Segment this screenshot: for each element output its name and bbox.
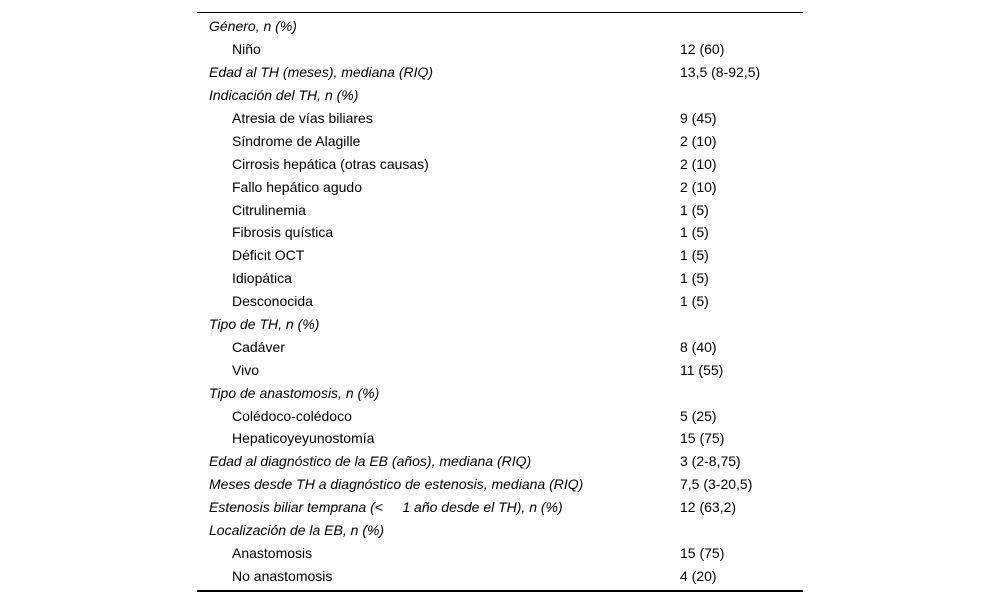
table-row: Atresia de vías biliares 9 (45) bbox=[197, 107, 803, 130]
row-category-label: Tipo de TH, n (%) bbox=[209, 316, 320, 333]
table-row: Déficit OCT 1 (5) bbox=[197, 244, 803, 267]
table-row: Hepaticoyeyunostomía 15 (75) bbox=[197, 427, 803, 450]
row-item-label: Citrulinemia bbox=[232, 201, 306, 218]
table-row: Estenosis biliar temprana (< 1 año desde… bbox=[197, 496, 803, 519]
row-value: 4 (20) bbox=[680, 567, 717, 584]
row-category-label: Estenosis biliar temprana (< 1 año desde… bbox=[209, 499, 563, 516]
row-value: 1 (5) bbox=[680, 293, 709, 310]
row-item-label: Idiopática bbox=[232, 270, 292, 287]
row-category-label: Localización de la EB, n (%) bbox=[209, 522, 385, 539]
table-row: Idiopática 1 (5) bbox=[197, 267, 803, 290]
row-item-label: Fallo hepático agudo bbox=[232, 178, 362, 195]
row-item-label: Vivo bbox=[232, 361, 259, 378]
table-row: Vivo 11 (55) bbox=[197, 358, 803, 381]
table-row: Niño 12 (60) bbox=[197, 38, 803, 61]
row-item-label: Cirrosis hepática (otras causas) bbox=[232, 155, 429, 172]
row-item-label: Colédoco-colédoco bbox=[232, 407, 352, 424]
table-row: Cadáver 8 (40) bbox=[197, 335, 803, 358]
row-value: 9 (45) bbox=[680, 110, 717, 126]
row-category-label: Indicación del TH, n (%) bbox=[209, 87, 359, 104]
row-item-label: Síndrome de Alagille bbox=[232, 132, 361, 149]
row-value: 2 (10) bbox=[680, 155, 717, 172]
row-value: 2 (10) bbox=[680, 132, 717, 149]
row-item-label: Déficit OCT bbox=[232, 247, 305, 264]
row-value: 1 (5) bbox=[680, 201, 709, 218]
table-row: Anastomosis 15 (75) bbox=[197, 541, 803, 564]
row-value: 11 (55) bbox=[680, 361, 724, 378]
row-category-label: Tipo de anastomosis, n (%) bbox=[209, 384, 380, 401]
row-value: 12 (60) bbox=[680, 41, 725, 58]
row-value: 3 (2-8,75) bbox=[680, 453, 741, 470]
row-value: 8 (40) bbox=[680, 338, 717, 355]
table-row: Indicación del TH, n (%) bbox=[197, 84, 803, 107]
table-row: Síndrome de Alagille 2 (10) bbox=[197, 129, 803, 152]
table-row: Desconocida 1 (5) bbox=[197, 290, 803, 313]
row-category-label: Género, n (%) bbox=[209, 18, 297, 35]
table-row: Meses desde TH a diagnóstico de estenosi… bbox=[197, 473, 803, 496]
row-item-label: No anastomosis bbox=[232, 567, 333, 584]
table-row: Fallo hepático agudo 2 (10) bbox=[197, 175, 803, 198]
row-value: 1 (5) bbox=[680, 270, 709, 287]
row-value: 15 (75) bbox=[680, 430, 725, 447]
row-item-label: Cadáver bbox=[232, 338, 285, 355]
row-category-label: Edad al diagnóstico de la EB (años), med… bbox=[209, 453, 532, 470]
table-row: Citrulinemia 1 (5) bbox=[197, 198, 803, 221]
table-row: No anastomosis 4 (20) bbox=[197, 564, 803, 587]
row-category-label: Meses desde TH a diagnóstico de estenosi… bbox=[209, 476, 584, 493]
row-item-label: Fibrosis quística bbox=[232, 224, 334, 241]
table-row: Edad al TH (meses), mediana (RIQ) 13,5 (… bbox=[197, 61, 803, 84]
table-row: Fibrosis quística 1 (5) bbox=[197, 221, 803, 244]
table-body: Género, n (%) Niño 12 (60) Edad al TH (m… bbox=[197, 15, 803, 587]
row-value: 12 (63,2) bbox=[680, 499, 737, 516]
row-value: 2 (10) bbox=[680, 178, 717, 195]
table-row: Edad al diagnóstico de la EB (años), med… bbox=[197, 450, 803, 473]
row-value: 5 (25) bbox=[680, 407, 717, 424]
row-value: 1 (5) bbox=[680, 247, 709, 264]
table-row: Género, n (%) bbox=[197, 15, 803, 38]
row-item-label: Desconocida bbox=[232, 293, 313, 310]
table-row: Cirrosis hepática (otras causas) 2 (10) bbox=[197, 152, 803, 175]
row-item-label: Hepaticoyeyunostomía bbox=[232, 430, 375, 447]
table-row: Tipo de anastomosis, n (%) bbox=[197, 381, 803, 404]
row-value: 13,5 (8-92,5) bbox=[680, 64, 761, 81]
row-item-label: Atresia de vías biliares bbox=[232, 110, 373, 126]
row-value: 1 (5) bbox=[680, 224, 709, 241]
table-row: Tipo de TH, n (%) bbox=[197, 313, 803, 336]
row-value: 7,5 (3-20,5) bbox=[680, 476, 753, 493]
table-row: Localización de la EB, n (%) bbox=[197, 519, 803, 542]
row-item-label: Anastomosis bbox=[232, 544, 313, 561]
row-category-label: Edad al TH (meses), mediana (RIQ) bbox=[209, 64, 434, 81]
table-row: Colédoco-colédoco 5 (25) bbox=[197, 404, 803, 427]
row-item-label: Niño bbox=[232, 41, 261, 58]
patient-characteristics-table: Género, n (%) Niño 12 (60) Edad al TH (m… bbox=[197, 12, 803, 593]
row-value: 15 (75) bbox=[680, 544, 725, 561]
